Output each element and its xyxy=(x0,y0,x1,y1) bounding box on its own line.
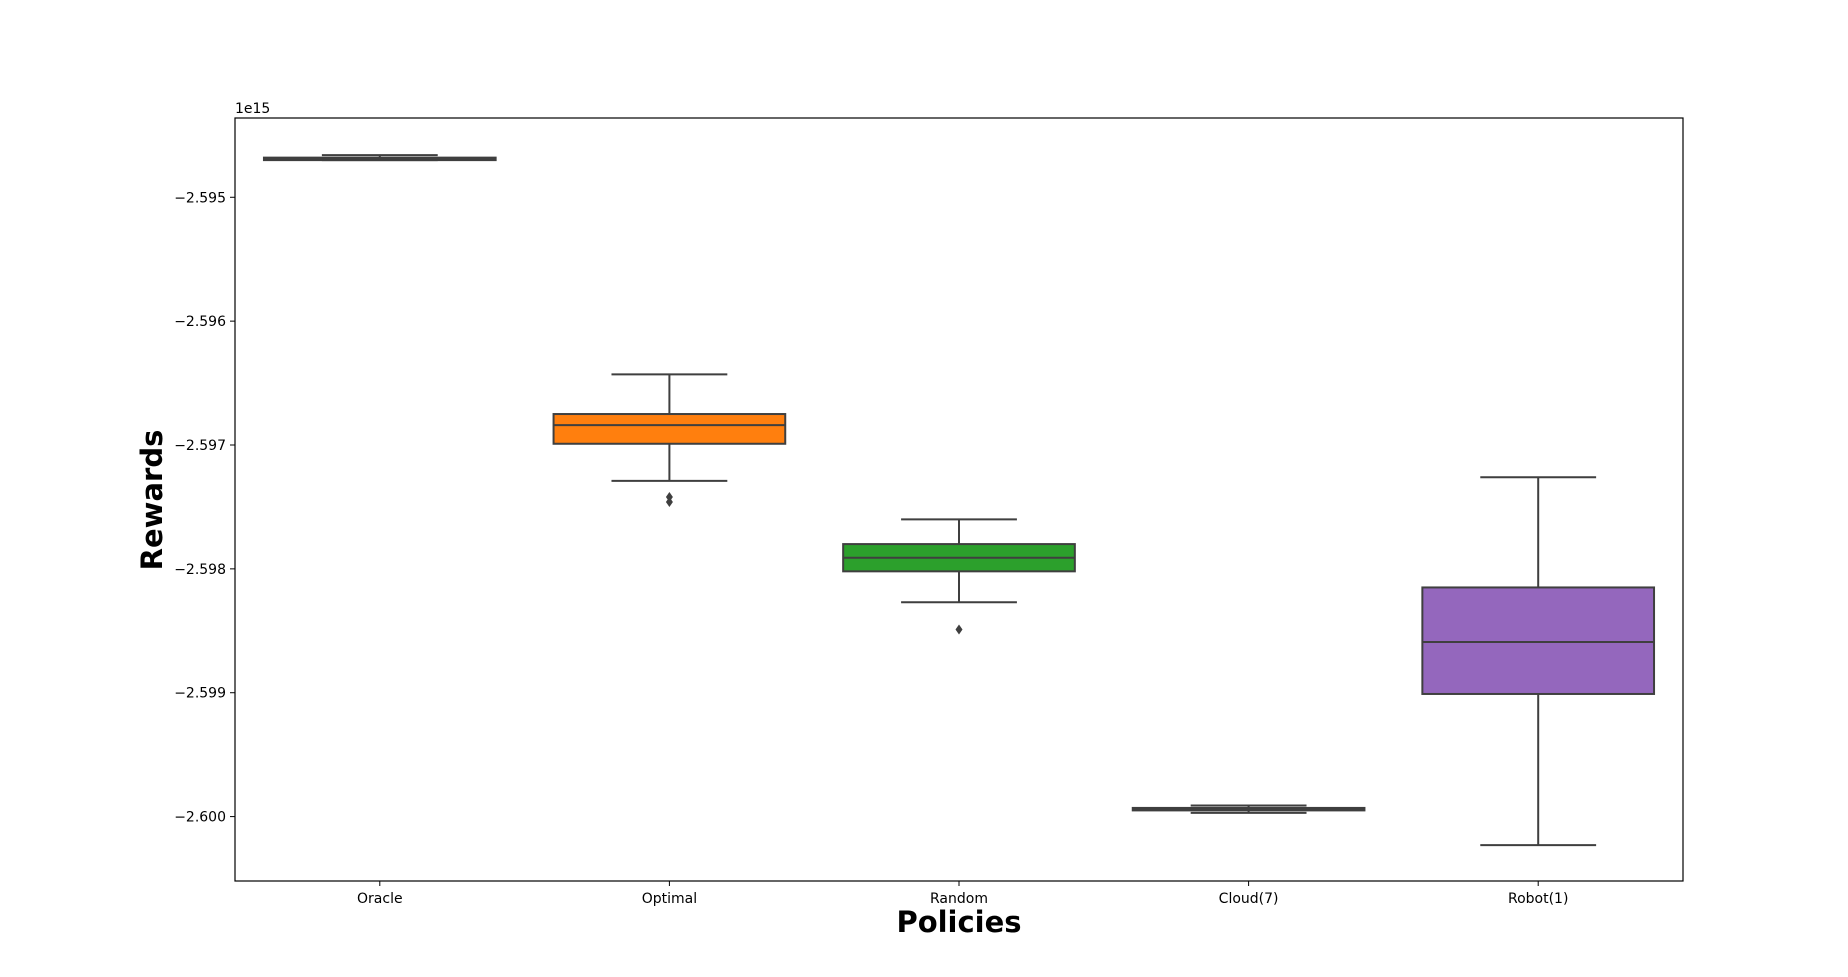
x-tick-label: Random xyxy=(930,891,988,907)
y-tick-label: −2.600 xyxy=(174,810,226,826)
y-tick-label: −2.597 xyxy=(174,438,226,454)
box-oracle xyxy=(262,154,497,162)
x-tick-label: Oracle xyxy=(357,891,403,907)
x-tick-label: Cloud(7) xyxy=(1219,891,1279,907)
x-axis-title: Policies xyxy=(896,905,1021,939)
y-offset-label: 1e15 xyxy=(235,101,270,117)
outlier-point xyxy=(665,496,673,507)
y-axis-title: Rewards xyxy=(135,430,169,571)
y-tick-label: −2.596 xyxy=(174,314,226,330)
y-tick-label: −2.598 xyxy=(174,562,226,578)
outlier-point xyxy=(955,624,963,635)
box-iqr xyxy=(1421,586,1656,695)
x-tick-label: Optimal xyxy=(642,891,697,907)
y-tick-label: −2.595 xyxy=(174,190,226,206)
y-tick-label: −2.599 xyxy=(174,686,226,702)
box-robot-1 xyxy=(1421,476,1656,847)
box-optimal xyxy=(552,373,787,507)
y-axis: −2.600 −2.599 −2.598 −2.597 −2.596 −2.595 xyxy=(174,190,235,826)
x-tick-label: Robot(1) xyxy=(1508,891,1568,907)
box-cloud-7 xyxy=(1131,804,1366,814)
box-random xyxy=(842,518,1076,635)
x-axis: Oracle Optimal Random Cloud(7) Robot(1) xyxy=(357,881,1568,907)
plot-area xyxy=(262,154,1656,847)
box-iqr xyxy=(552,413,787,445)
